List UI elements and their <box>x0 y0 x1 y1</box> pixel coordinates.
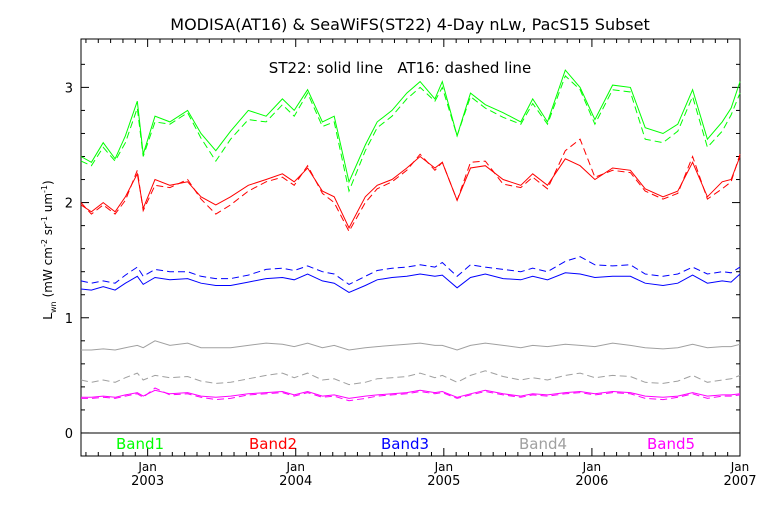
legend: Band1 Band2 Band3 Band4 Band5 <box>116 435 695 453</box>
y-tick-label: 2 <box>65 197 73 212</box>
legend-band5: Band5 <box>647 435 695 453</box>
x-tick-year: 2007 <box>723 474 756 489</box>
x-tick-year: 2003 <box>131 474 164 489</box>
legend-band2: Band2 <box>249 435 297 453</box>
x-tick-month: Jan <box>434 460 454 474</box>
line-style-annotation: ST22: solid line AT16: dashed line <box>269 59 531 77</box>
band5-st22-solid-line <box>81 389 741 399</box>
band1-st22-solid-line <box>80 69 741 184</box>
legend-band1: Band1 <box>116 435 164 453</box>
band2-st22-solid-line <box>80 155 741 230</box>
y-tick-label: 0 <box>65 427 73 442</box>
x-tick-month: Jan <box>137 460 157 474</box>
x-tick-month: Jan <box>730 460 750 474</box>
band5-at16-dashed-line <box>81 387 741 402</box>
band3-st22-solid-line <box>80 272 741 293</box>
y-tick-label: 3 <box>65 81 73 96</box>
y-tick-label: 1 <box>65 312 73 327</box>
chart-title: MODISA(AT16) & SeaWiFS(ST22) 4-Day nLw, … <box>170 15 649 34</box>
plot-area <box>80 38 741 457</box>
series-lines <box>80 69 741 402</box>
band3-at16-dashed-line <box>80 256 741 285</box>
x-tick-year: 2006 <box>575 474 608 489</box>
x-tick-year: 2004 <box>279 474 312 489</box>
x-tick-year: 2005 <box>427 474 460 489</box>
legend-band4: Band4 <box>519 435 567 453</box>
legend-band3: Band3 <box>381 435 429 453</box>
band4-at16-dashed-line <box>80 370 741 386</box>
x-tick-month: Jan <box>582 460 602 474</box>
y-axis-label: Lwn(mW cm-2 sr-1 um-1) <box>40 180 58 319</box>
x-tick-month: Jan <box>285 460 305 474</box>
band1-at16-dashed-line <box>80 75 741 193</box>
band4-st22-solid-line <box>81 340 741 351</box>
band2-at16-dashed-line <box>80 138 741 233</box>
